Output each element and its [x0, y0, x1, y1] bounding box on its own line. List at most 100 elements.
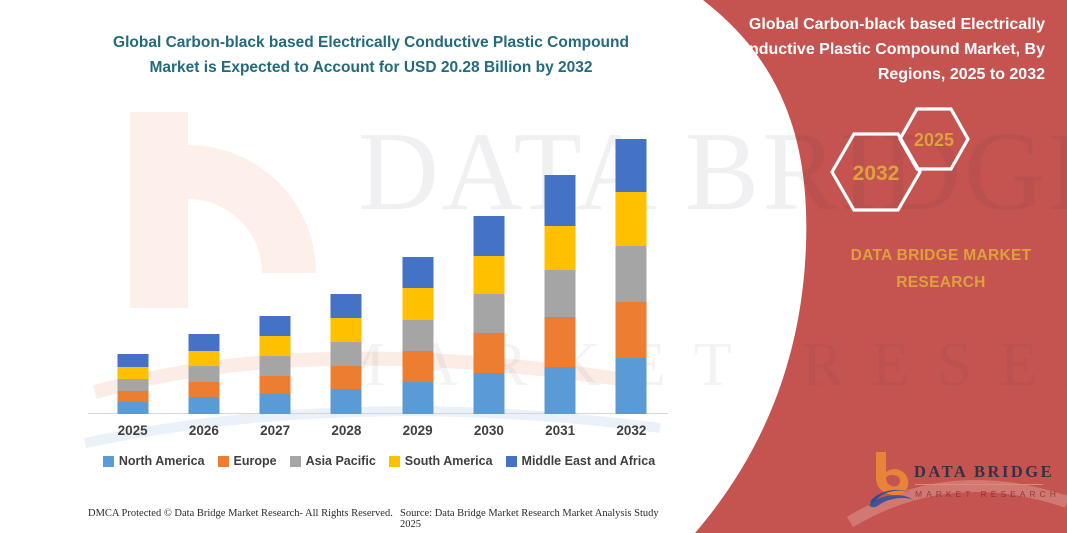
bar-stack-2031	[544, 174, 576, 414]
bar-segment-south-america	[188, 350, 220, 367]
bar-segment-middle-east-and-africa	[544, 174, 576, 226]
bar-segment-middle-east-and-africa	[188, 333, 220, 351]
bar-stack-2028	[330, 294, 362, 414]
x-axis-label-2026: 2026	[188, 423, 219, 438]
legend-label: Europe	[233, 454, 277, 468]
x-axis-label-2027: 2027	[260, 423, 291, 438]
chart-title: Global Carbon-black based Electrically C…	[113, 34, 629, 77]
footer-dmca-text: DMCA Protected © Data Bridge Market Rese…	[88, 508, 393, 519]
bar-segment-asia-pacific	[402, 320, 434, 351]
bar-segment-north-america	[402, 382, 434, 414]
logo-subtext: MARKET RESEARCH	[915, 489, 1060, 499]
legend-item-europe: Europe	[217, 454, 277, 468]
hexagon-2025-outline	[898, 107, 970, 171]
x-axis-label-2031: 2031	[545, 423, 576, 438]
bar-segment-middle-east-and-africa	[259, 315, 291, 336]
bar-segment-asia-pacific	[117, 379, 149, 391]
bar-segment-europe	[473, 332, 505, 373]
x-axis-label-2029: 2029	[402, 423, 433, 438]
bar-segment-europe	[402, 351, 434, 382]
logo-wordmark: DATA BRIDGE	[914, 462, 1055, 481]
legend-swatch-icon	[388, 455, 400, 467]
bar-segment-asia-pacific	[615, 245, 647, 302]
bar-column-2032	[596, 134, 667, 414]
hexagon-2032-label: 2032	[853, 162, 900, 185]
bar-segment-europe	[615, 301, 647, 359]
bar-segment-middle-east-and-africa	[330, 294, 362, 319]
bar-segment-europe	[259, 376, 291, 394]
bar-segment-middle-east-and-africa	[615, 139, 647, 192]
bar-segment-europe	[544, 316, 576, 367]
hexagon-2025-label: 2025	[914, 130, 954, 150]
legend-label: Middle East and Africa	[521, 454, 656, 468]
bar-segment-south-america	[544, 225, 576, 270]
bar-segment-europe	[188, 381, 220, 398]
bar-segment-middle-east-and-africa	[402, 256, 434, 288]
brand-text-line1: DATA BRIDGE MARKET	[850, 247, 1032, 264]
legend-item-south-america: South America	[388, 454, 493, 468]
bar-segment-north-america	[259, 393, 291, 414]
legend-label: Asia Pacific	[305, 454, 376, 468]
legend-label: North America	[118, 454, 205, 468]
bar-stack-2025	[117, 353, 149, 414]
bar-segment-south-america	[117, 367, 149, 380]
bar-stack-2029	[402, 256, 434, 414]
footer-source-text: Source: Data Bridge Market Research Mark…	[400, 508, 659, 530]
bar-segment-europe	[330, 365, 362, 389]
bar-segment-north-america	[330, 388, 362, 414]
bar-segment-asia-pacific	[544, 269, 576, 317]
bar-segment-middle-east-and-africa	[117, 353, 149, 368]
banner-title: Global Carbon-black based Electrically C…	[727, 16, 1045, 83]
legend-item-north-america: North America	[102, 454, 205, 468]
brand-text: DATA BRIDGE MARKET RESEARCH	[836, 242, 1046, 296]
bar-segment-asia-pacific	[330, 342, 362, 366]
x-axis-label-2030: 2030	[473, 423, 504, 438]
bar-segment-south-america	[402, 287, 434, 320]
legend-item-middle-east-and-africa: Middle East and Africa	[505, 454, 656, 468]
bar-stack-2026	[188, 333, 220, 414]
bar-segment-north-america	[188, 397, 220, 414]
bar-segment-north-america	[615, 358, 647, 414]
bar-column-2028	[311, 134, 382, 414]
databridge-logo: DATA BRIDGE MARKET RESEARCH	[868, 448, 1056, 523]
bar-stack-2032	[615, 139, 647, 414]
x-axis-label-2028: 2028	[331, 423, 362, 438]
x-axis-label-2025: 2025	[117, 423, 148, 438]
bar-column-2029	[382, 134, 453, 414]
bar-segment-south-america	[473, 255, 505, 295]
databridge-logo-icon	[869, 452, 913, 508]
legend-swatch-icon	[217, 455, 229, 467]
bar-segment-south-america	[330, 318, 362, 343]
bar-stack-2027	[259, 315, 291, 414]
stacked-bar-chart	[97, 134, 667, 414]
bar-segment-asia-pacific	[259, 356, 291, 377]
bar-segment-north-america	[544, 366, 576, 414]
footer: DMCA Protected © Data Bridge Market Rese…	[88, 508, 678, 530]
legend-swatch-icon	[289, 455, 301, 467]
legend-swatch-icon	[505, 455, 517, 467]
x-axis-line	[88, 413, 668, 414]
x-axis-label-2032: 2032	[616, 423, 647, 438]
bar-segment-north-america	[117, 401, 149, 414]
bar-segment-north-america	[473, 372, 505, 414]
bar-segment-asia-pacific	[473, 294, 505, 333]
year-hexagons: 2032 2025	[830, 107, 970, 212]
bar-column-2031	[525, 134, 596, 414]
bar-segment-middle-east-and-africa	[473, 215, 505, 256]
bar-segment-south-america	[259, 335, 291, 357]
bar-stack-2030	[473, 215, 505, 414]
legend-swatch-icon	[102, 455, 114, 467]
legend-label: South America	[404, 454, 493, 468]
bar-column-2027	[240, 134, 311, 414]
legend-item-asia-pacific: Asia Pacific	[289, 454, 376, 468]
bar-segment-south-america	[615, 191, 647, 246]
logo-underline	[915, 484, 1043, 485]
bar-column-2025	[97, 134, 168, 414]
bar-column-2026	[168, 134, 239, 414]
hexagon-2032-outline	[830, 132, 922, 212]
x-axis-labels: 2025 2026 2027 2028 2029 2030 2031 2032	[97, 423, 667, 438]
chart-legend: North America Europe Asia Pacific South Ame…	[88, 454, 670, 468]
bar-segment-europe	[117, 390, 149, 402]
